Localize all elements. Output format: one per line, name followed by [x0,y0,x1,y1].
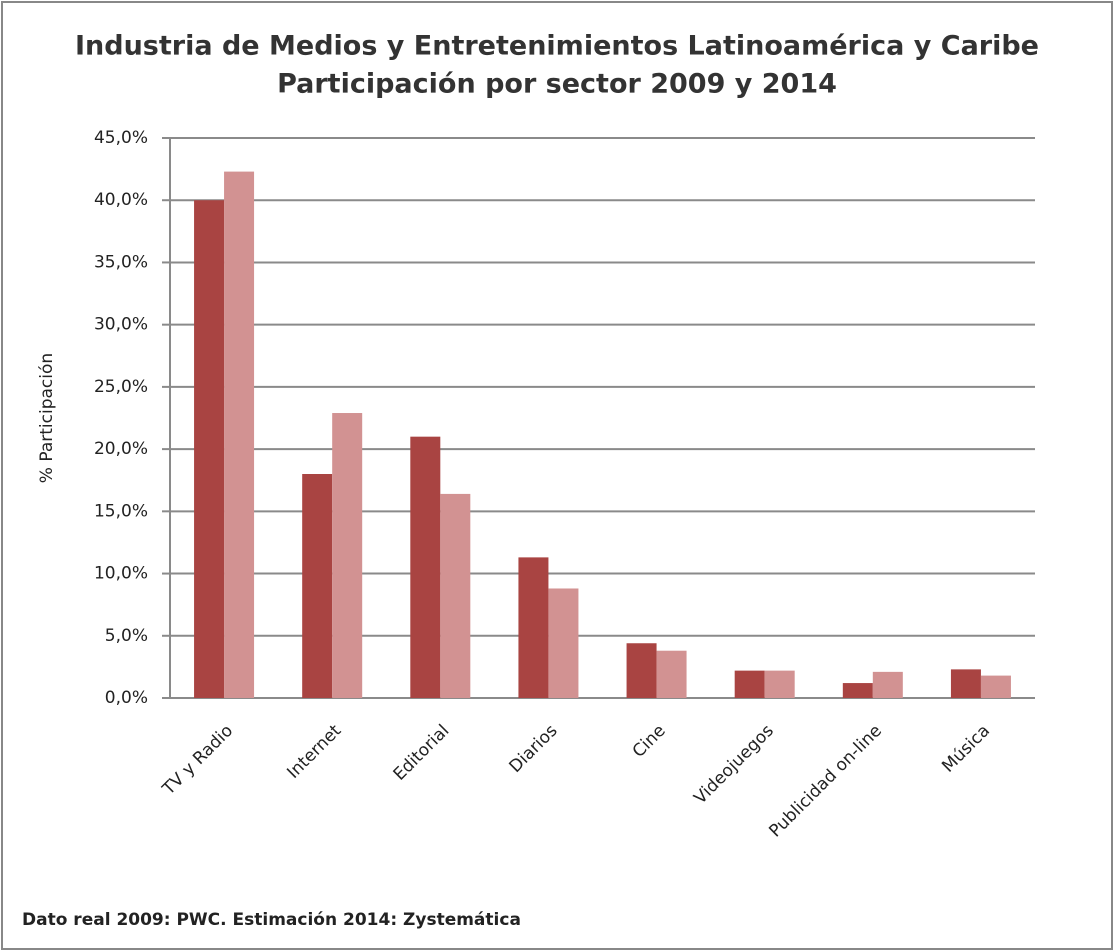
bar [194,200,225,698]
y-tick-label: 30,0% [94,315,148,335]
chart-subtitle: Participación por sector 2009 y 2014 [277,69,837,100]
bar [302,474,333,698]
bar [842,683,873,698]
y-tick-label: 20,0% [94,439,148,459]
y-tick-label: 0,0% [105,688,148,708]
bar [872,671,903,698]
bar [980,675,1011,698]
y-tick-label: 35,0% [94,252,148,272]
y-tick-label: 15,0% [94,501,148,521]
y-axis-label: % Participación [37,353,57,483]
y-tick-label: 10,0% [94,564,148,584]
bar [548,588,579,698]
footnote: Dato real 2009: PWC. Estimación 2014: Zy… [22,910,521,930]
bar [734,670,765,698]
bar [440,493,471,698]
bar [656,650,687,698]
y-tick-label: 5,0% [105,626,148,646]
bar [950,669,981,698]
bar [764,670,795,698]
bar [518,557,549,698]
y-tick-label: 40,0% [94,190,148,210]
y-tick-label: 25,0% [94,377,148,397]
y-tick-label: 45,0% [94,128,148,148]
bar [410,436,441,698]
bar [332,413,363,698]
bar [224,171,255,699]
chart-title: Industria de Medios y Entretenimientos L… [75,31,1039,62]
bar [626,643,657,698]
